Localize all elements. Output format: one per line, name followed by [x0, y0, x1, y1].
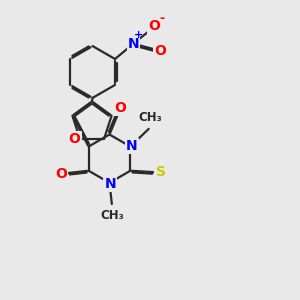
Text: O: O: [148, 19, 160, 33]
Text: O: O: [154, 44, 166, 58]
Text: O: O: [55, 167, 67, 181]
Text: N: N: [126, 139, 138, 153]
Text: O: O: [69, 132, 80, 146]
Text: N: N: [104, 177, 116, 191]
Text: -: -: [159, 13, 164, 26]
Text: CH₃: CH₃: [138, 111, 162, 124]
Text: S: S: [156, 165, 166, 179]
Text: O: O: [114, 101, 126, 115]
Text: CH₃: CH₃: [100, 209, 124, 222]
Text: N: N: [128, 37, 139, 51]
Text: +: +: [134, 31, 143, 40]
